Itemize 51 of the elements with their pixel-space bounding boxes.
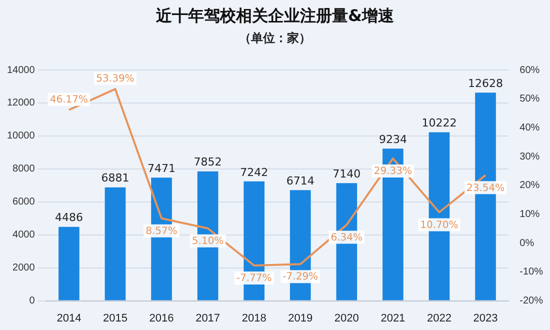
- data-label: 6714: [286, 174, 314, 188]
- x-tick-label: 2020: [334, 312, 359, 324]
- y2-tick-label: -20%: [520, 296, 544, 307]
- bar: [58, 226, 80, 300]
- y2-tick-label: 60%: [520, 64, 540, 76]
- y2-tick-label: 50%: [520, 94, 540, 105]
- data-label: 7471: [148, 162, 176, 175]
- y2-tick-label: 20%: [520, 180, 540, 192]
- chart-subtitle: （单位：家）: [238, 30, 312, 47]
- y2-tick-label: 30%: [520, 151, 540, 162]
- data-label: 23.54%: [466, 182, 505, 194]
- data-label: 46.17%: [50, 94, 88, 106]
- data-label: 4486: [54, 211, 83, 224]
- data-label: -7.77%: [236, 273, 272, 284]
- y-tick-label: 6000: [12, 196, 36, 208]
- x-tick-label: 2014: [56, 312, 82, 324]
- x-tick-label: 2016: [149, 312, 174, 324]
- bar: [104, 187, 126, 300]
- y2-tick-label: -10%: [520, 266, 544, 278]
- y-tick-label: 10000: [6, 130, 36, 142]
- x-tick-label: 2023: [473, 312, 498, 324]
- y-tick-label: 12000: [6, 98, 36, 109]
- data-label: 10222: [422, 116, 457, 130]
- x-tick-label: 2017: [196, 312, 220, 324]
- data-label: -7.29%: [282, 272, 318, 283]
- x-tick-label: 2021: [380, 312, 406, 324]
- y2-tick-label: 0%: [520, 238, 534, 249]
- data-label: 53.39%: [96, 74, 134, 85]
- y-tick-label: 14000: [6, 64, 36, 76]
- data-label: 12628: [468, 76, 504, 90]
- data-label: 10.70%: [420, 220, 458, 231]
- y2-tick-label: 10%: [520, 209, 540, 220]
- data-label: 7140: [332, 167, 361, 180]
- x-tick-label: 2022: [426, 312, 452, 324]
- data-label: 6.34%: [330, 232, 363, 244]
- data-label: 5.10%: [192, 236, 224, 247]
- y-tick-label: 4000: [12, 230, 36, 241]
- y-tick-label: 2000: [12, 262, 36, 274]
- x-tick-label: 2019: [288, 312, 313, 324]
- data-label: 7242: [240, 166, 268, 179]
- y-tick-label: 8000: [12, 164, 36, 175]
- data-label: 7852: [194, 156, 222, 169]
- y-tick-label: 0: [29, 296, 36, 307]
- data-label: 6881: [101, 172, 130, 185]
- data-label: 9234: [378, 132, 407, 146]
- y2-tick-label: 40%: [520, 122, 540, 134]
- data-label: 29.33%: [374, 166, 412, 178]
- x-tick-label: 2018: [242, 312, 266, 324]
- x-tick-label: 2015: [102, 312, 128, 324]
- chart-title: 近十年驾校相关企业注册量&增速: [155, 6, 395, 27]
- data-label: 8.57%: [146, 226, 178, 237]
